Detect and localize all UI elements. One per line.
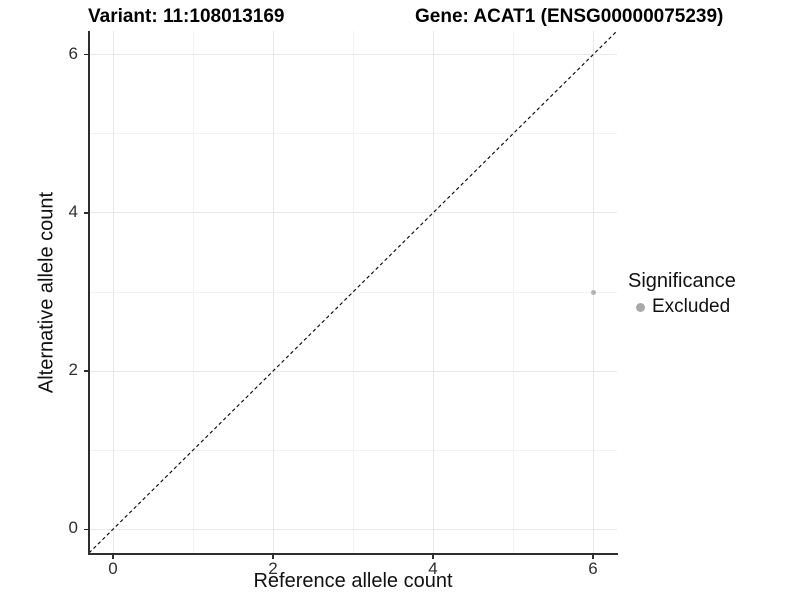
x-tick-label: 2: [268, 559, 278, 578]
y-tick-mark: [83, 528, 88, 531]
gridline-y-minor: [89, 291, 617, 293]
legend-item-label: Excluded: [652, 296, 731, 317]
excluded-point-icon: [636, 302, 645, 312]
y-tick-label: 2: [68, 360, 78, 380]
y-tick-label: 4: [68, 201, 78, 221]
x-tick-label: 6: [588, 559, 598, 578]
gridline-y-major: [89, 54, 617, 56]
y-tick-mark: [83, 53, 88, 56]
identity-line: [89, 31, 617, 553]
variant-title: Variant: 11:108013169: [88, 6, 285, 27]
legend-title: Significance: [628, 270, 736, 292]
legend: Significance Excluded: [628, 270, 736, 318]
y-tick-label: 0: [68, 518, 78, 538]
y-axis-line: [88, 31, 90, 555]
gridline-y-major: [89, 528, 617, 530]
gridline-y-major: [89, 370, 617, 372]
gridline-y-minor: [89, 133, 617, 135]
y-tick-label: 6: [68, 43, 78, 63]
gridline-x-major: [432, 31, 434, 553]
x-tick-label: 0: [108, 559, 118, 578]
x-tick-mark: [112, 554, 114, 559]
x-axis-title: Reference allele count: [253, 570, 453, 592]
x-axis-line: [88, 553, 618, 555]
y-tick-mark: [83, 212, 88, 214]
y-tick-mark: [83, 370, 88, 372]
x-tick-label: 4: [428, 559, 438, 578]
plot-panel: [89, 31, 617, 553]
gridline-x-major: [272, 31, 274, 553]
x-tick-mark: [272, 554, 274, 559]
x-tick-mark: [592, 554, 594, 559]
x-tick-mark: [432, 554, 434, 559]
y-axis-title: Alternative allele count: [35, 191, 58, 394]
gridline-y-minor: [89, 449, 617, 451]
data-point: [590, 289, 596, 295]
gene-title: Gene: ACAT1 (ENSG00000075239): [415, 6, 724, 27]
gridline-y-major: [89, 212, 617, 214]
gridline-x-major: [112, 31, 114, 553]
legend-item-excluded: Excluded: [628, 296, 736, 318]
